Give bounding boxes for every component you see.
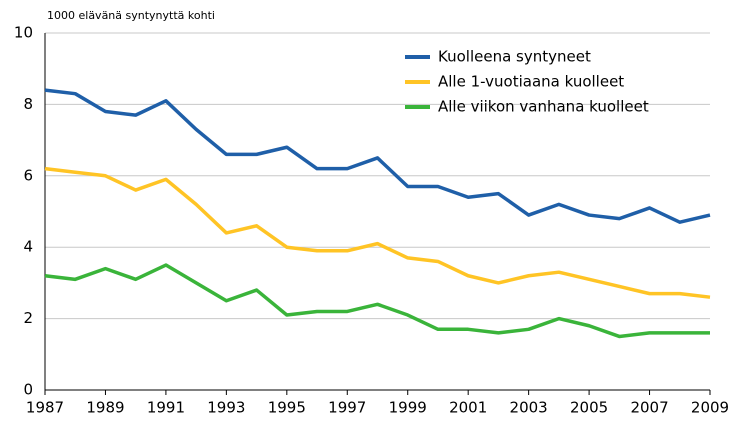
series-line — [44, 166, 711, 299]
y-tick-label: 8 — [23, 95, 33, 113]
x-tick-label: 1999 — [389, 399, 427, 417]
x-tick-label: 1991 — [147, 399, 185, 417]
x-tick-label: 2005 — [570, 399, 608, 417]
x-tick-label: 2001 — [449, 399, 487, 417]
y-tick-label: 2 — [23, 309, 33, 327]
series-line — [44, 263, 710, 339]
legend-label: Alle viikon vanhana kuolleet — [438, 98, 649, 116]
y-tick-label: 10 — [14, 24, 33, 42]
x-tick-label: 2007 — [630, 399, 668, 417]
x-tick-label: 1993 — [207, 399, 245, 417]
x-tick-label: 1995 — [268, 399, 306, 417]
x-tick-label: 1987 — [26, 399, 64, 417]
y-tick-label: 6 — [23, 166, 33, 184]
y-tick-label: 4 — [23, 238, 33, 256]
y-axis-label: 1000 elävänä syntynyttä kohti — [47, 9, 215, 22]
x-tick-label: 2003 — [510, 399, 548, 417]
legend-label: Alle 1-vuotiaana kuolleet — [438, 73, 624, 91]
x-tick-label: 2009 — [691, 399, 729, 417]
x-tick-label: 1989 — [86, 399, 124, 417]
legend-label: Kuolleena syntyneet — [438, 48, 591, 66]
y-tick-label: 0 — [23, 381, 33, 399]
series-line — [44, 88, 711, 224]
x-tick-label: 1997 — [328, 399, 366, 417]
